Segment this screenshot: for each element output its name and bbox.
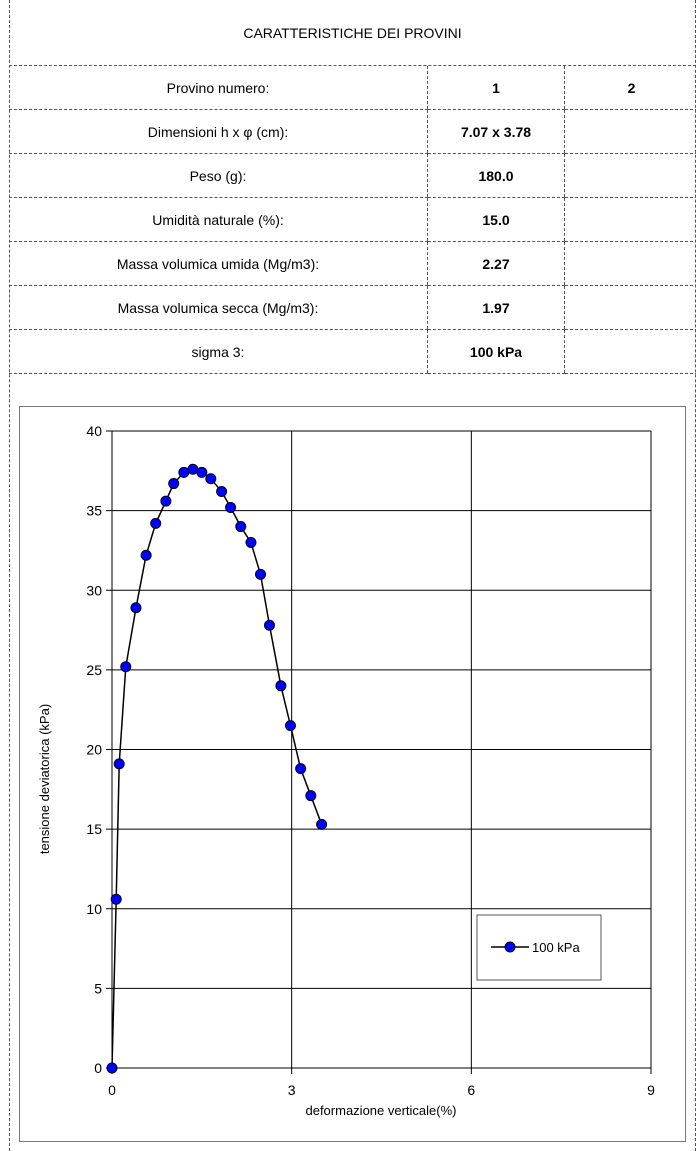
data-point — [205, 473, 217, 485]
specimen-2-value: 2 — [564, 66, 696, 110]
table-row: sigma 3: 100 kPa — [9, 329, 696, 374]
data-point — [113, 758, 125, 770]
specimen-2-value — [564, 197, 696, 242]
data-point — [255, 568, 267, 580]
row-label: sigma 3: — [9, 329, 428, 374]
chart-container: 0 5 10 15 20 25 30 35 40 0 3 6 9 tensione deviatoric… — [19, 406, 686, 1142]
row-label: Peso (g): — [9, 153, 428, 198]
specimen-properties-table: Provino numero: 1 2 Dimensioni h x φ (cm… — [9, 66, 696, 374]
data-point — [120, 661, 132, 673]
specimen-1-value: 1.97 — [427, 285, 565, 330]
table-row: Umidità naturale (%): 15.0 — [9, 197, 696, 242]
x-tick-label: 6 — [467, 1082, 475, 1098]
legend-marker-swatch — [504, 941, 516, 953]
y-tick-label: 30 — [86, 582, 102, 598]
data-point — [160, 495, 172, 507]
y-tick-label: 0 — [94, 1060, 102, 1076]
data-point — [316, 818, 328, 830]
specimen-2-value — [564, 109, 696, 154]
specimen-1-value: 7.07 x 3.78 — [427, 109, 565, 154]
specimen-2-value — [564, 329, 696, 374]
y-tick-label: 35 — [86, 503, 102, 519]
y-tick-label: 25 — [86, 662, 102, 678]
specimen-1-value: 1 — [427, 66, 565, 110]
axes: 0 5 10 15 20 25 30 35 40 0 3 6 9 — [86, 423, 655, 1098]
table-row: Provino numero: 1 2 — [9, 66, 696, 110]
data-point — [295, 763, 307, 775]
table-row: Massa volumica secca (Mg/m3): 1.97 — [9, 285, 696, 330]
data-point — [216, 486, 228, 498]
data-point — [168, 478, 180, 490]
y-axis-label: tensione deviatorica (kPa) — [37, 704, 52, 854]
stress-strain-chart: 0 5 10 15 20 25 30 35 40 0 3 6 9 tensione deviatoric… — [37, 423, 655, 1118]
data-point — [264, 619, 276, 631]
specimen-1-value: 2.27 — [427, 241, 565, 286]
x-tick-label: 9 — [647, 1082, 655, 1098]
data-point — [110, 893, 122, 905]
data-point — [150, 517, 162, 529]
x-tick-label: 3 — [288, 1082, 296, 1098]
table-row: Peso (g): 180.0 — [9, 153, 696, 198]
row-label: Provino numero: — [9, 66, 428, 110]
data-point — [245, 536, 257, 548]
section-title-text: CARATTERISTICHE DEI PROVINI — [243, 24, 462, 41]
y-tick-label: 5 — [94, 980, 102, 996]
specimen-1-value: 180.0 — [427, 153, 565, 198]
legend-box — [476, 914, 602, 981]
data-point — [106, 1062, 118, 1074]
data-point — [196, 466, 208, 478]
data-point — [225, 501, 237, 513]
x-tick-label: 0 — [108, 1082, 116, 1098]
data-point — [305, 790, 317, 802]
data-point — [130, 602, 142, 614]
data-point — [235, 521, 247, 533]
specimen-1-value: 100 kPa — [427, 329, 565, 374]
row-label: Massa volumica secca (Mg/m3): — [9, 285, 428, 330]
legend-label: 100 kPa — [532, 940, 580, 955]
section-title: CARATTERISTICHE DEI PROVINI — [9, 0, 696, 66]
specimen-1-value: 15.0 — [427, 197, 565, 242]
data-point — [140, 549, 152, 561]
table-row: Dimensioni h x φ (cm): 7.07 x 3.78 — [9, 109, 696, 154]
specimen-2-value — [564, 285, 696, 330]
y-tick-label: 20 — [86, 742, 102, 758]
y-tick-label: 40 — [86, 423, 102, 439]
y-tick-label: 10 — [86, 901, 102, 917]
series-100kpa — [106, 463, 328, 1074]
specimen-2-value — [564, 241, 696, 286]
data-point — [284, 720, 296, 732]
row-label: Umidità naturale (%): — [9, 197, 428, 242]
specimen-2-value — [564, 153, 696, 198]
data-point — [275, 680, 287, 692]
table-row: Massa volumica umida (Mg/m3): 2.27 — [9, 241, 696, 286]
row-label: Dimensioni h x φ (cm): — [9, 109, 428, 154]
grid-lines — [112, 430, 652, 1068]
legend: 100 kPa — [476, 914, 602, 981]
y-tick-label: 15 — [86, 821, 102, 837]
x-axis-label: deformazione verticale(%) — [305, 1103, 456, 1118]
row-label: Massa volumica umida (Mg/m3): — [9, 241, 428, 286]
